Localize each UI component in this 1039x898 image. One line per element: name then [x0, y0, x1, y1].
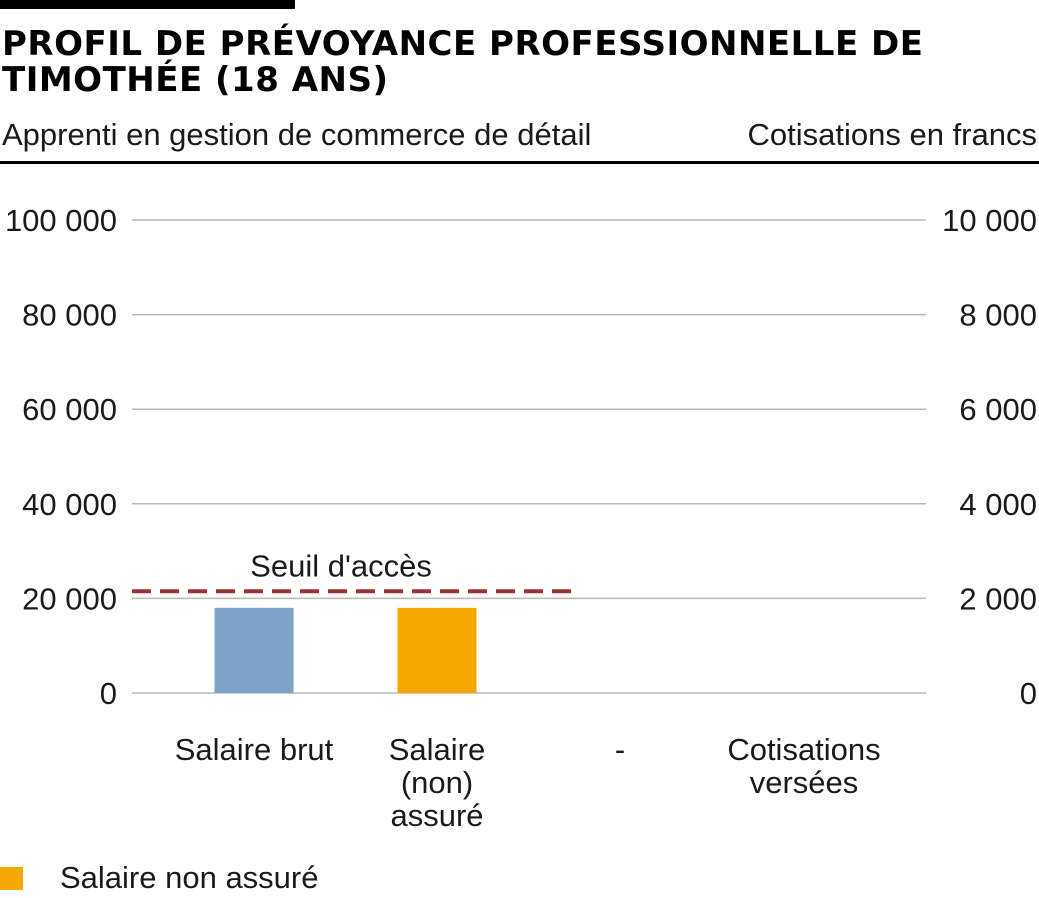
threshold-label: Seuil d'accès [250, 548, 432, 583]
bar [397, 607, 477, 693]
chart-title-line-2: TIMOTHÉE (18 ANS) [2, 60, 389, 100]
x-category-label: Cotisations [727, 732, 880, 767]
bar-chart: 0 0 20 000 2 000 40 000 4 000 60 000 6 000 80 00… [5, 203, 1037, 833]
top-accent-rule [0, 0, 295, 9]
x-category-label: assuré [390, 798, 483, 833]
y2-tick-label: 4 000 [959, 487, 1037, 522]
y-tick-label: 100 000 [5, 203, 117, 238]
x-category-label: versées [750, 765, 859, 800]
y2-tick-label: 2 000 [959, 581, 1037, 616]
y-tick-label: 40 000 [22, 487, 117, 522]
y-tick-label: 60 000 [22, 392, 117, 427]
chart-title: PROFIL DE PRÉVOYANCE PROFESSIONNELLE DE … [2, 26, 1002, 98]
x-category-label: - [615, 732, 625, 767]
y2-tick-label: 0 [1020, 676, 1037, 711]
bar [214, 607, 294, 693]
y2-tick-label: 6 000 [959, 392, 1037, 427]
x-category-label: Salaire brut [175, 732, 334, 767]
y2-tick-label: 10 000 [942, 203, 1037, 238]
x-category-label: Salaire [389, 732, 486, 767]
y2-tick-label: 8 000 [959, 298, 1037, 333]
header-rule [0, 161, 1039, 164]
legend-swatch-uninsured-salary [0, 867, 23, 890]
chart-title-line-1: PROFIL DE PRÉVOYANCE PROFESSIONNELLE DE [2, 24, 924, 64]
legend-label-uninsured-salary: Salaire non assuré [60, 860, 319, 895]
x-category-label: (non) [401, 765, 473, 800]
y-tick-label: 0 [100, 676, 117, 711]
chart-subtitle: Apprenti en gestion de commerce de détai… [2, 117, 592, 152]
y-tick-label: 80 000 [22, 298, 117, 333]
unit-label: Cotisations en francs [747, 117, 1037, 152]
y-tick-label: 20 000 [22, 581, 117, 616]
